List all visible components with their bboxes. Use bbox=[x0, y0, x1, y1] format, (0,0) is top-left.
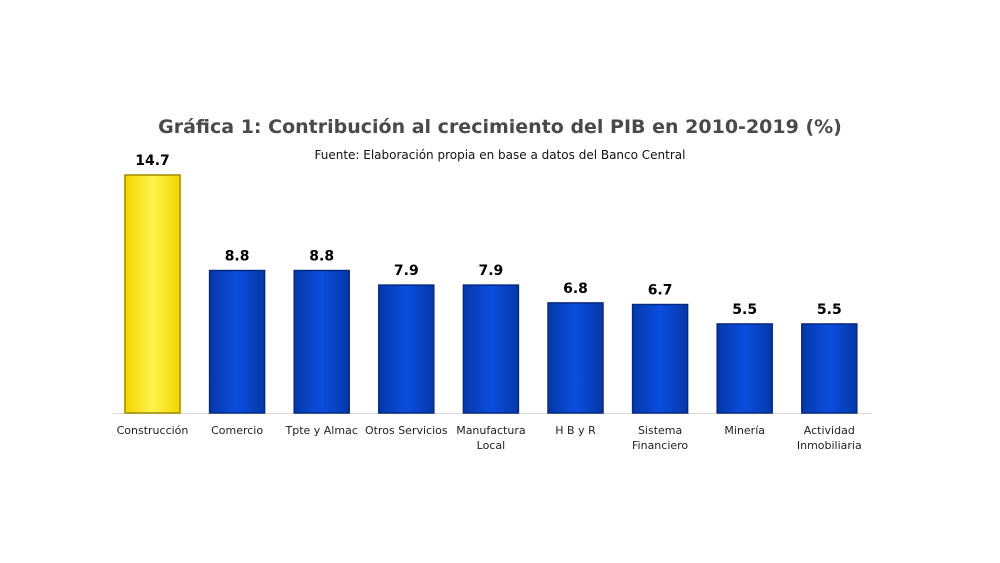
bar-construccion bbox=[124, 174, 181, 414]
category-label-actividad-inmobiliaria: Actividad Inmobiliaria bbox=[797, 424, 862, 452]
bar-actividad-inmobiliaria bbox=[801, 323, 858, 414]
bar-sistema-financiero bbox=[631, 303, 689, 414]
category-label-tpte-y-almac: Tpte y Almac bbox=[285, 424, 358, 437]
category-label-otros-servicios: Otros Servicios bbox=[365, 424, 448, 437]
category-label-construccion: Construcción bbox=[117, 424, 189, 437]
value-label-manufactura-local: 7.9 bbox=[478, 263, 503, 279]
chart-subtitle: Fuente: Elaboración propia en base a dat… bbox=[314, 148, 686, 162]
value-label-actividad-inmobiliaria: 5.5 bbox=[817, 302, 842, 318]
bar-otros-servicios bbox=[378, 284, 435, 414]
bar-manufactura-local bbox=[462, 284, 520, 414]
chart-title: Gráfica 1: Contribución al crecimiento d… bbox=[158, 116, 842, 138]
category-label-h-b-y-r: H B y R bbox=[555, 424, 596, 437]
category-label-manufactura-local: Manufactura Local bbox=[456, 424, 525, 452]
value-label-h-b-y-r: 6.8 bbox=[563, 281, 588, 297]
category-label-comercio: Comercio bbox=[211, 424, 263, 437]
value-label-mineria: 5.5 bbox=[732, 302, 757, 318]
value-label-sistema-financiero: 6.7 bbox=[648, 283, 673, 299]
bar-h-b-y-r bbox=[547, 302, 604, 414]
value-label-construccion: 14.7 bbox=[135, 153, 170, 169]
value-label-tpte-y-almac: 8.8 bbox=[309, 249, 334, 265]
bar-mineria bbox=[716, 323, 773, 414]
category-label-sistema-financiero: Sistema Financiero bbox=[632, 424, 688, 452]
value-label-otros-servicios: 7.9 bbox=[394, 263, 419, 279]
bar-comercio bbox=[208, 269, 266, 414]
category-label-mineria: Minería bbox=[724, 424, 765, 437]
bar-tpte-y-almac bbox=[293, 269, 350, 414]
value-label-comercio: 8.8 bbox=[225, 249, 250, 265]
